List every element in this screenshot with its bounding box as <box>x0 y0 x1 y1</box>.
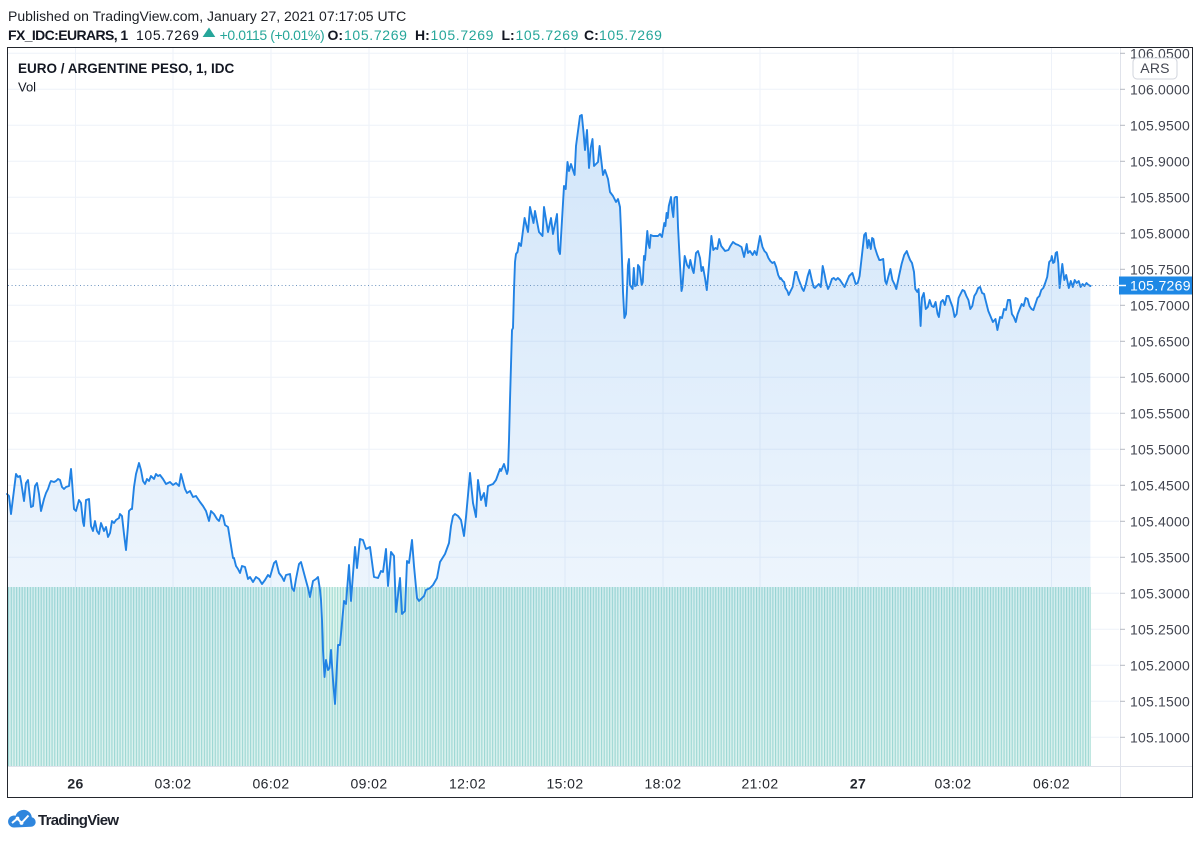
svg-text:105.4500: 105.4500 <box>1130 477 1190 493</box>
svg-text:C:: C: <box>584 27 599 43</box>
svg-text:105.9500: 105.9500 <box>1130 117 1190 133</box>
svg-text:105.7000: 105.7000 <box>1130 297 1190 313</box>
svg-text:105.7269: 105.7269 <box>599 27 663 43</box>
svg-text:03:02: 03:02 <box>934 776 971 792</box>
svg-text:+0.0115 (+0.01%): +0.0115 (+0.01%) <box>220 27 325 43</box>
svg-text:106.0000: 106.0000 <box>1130 81 1190 97</box>
svg-text:Published on TradingView.com,: Published on TradingView.com, January 27… <box>8 8 406 24</box>
svg-text:09:02: 09:02 <box>350 776 387 792</box>
svg-text:105.3500: 105.3500 <box>1130 549 1190 565</box>
svg-text:106.0500: 106.0500 <box>1130 45 1190 61</box>
svg-text:105.7269: 105.7269 <box>136 27 200 43</box>
svg-text:105.7269: 105.7269 <box>431 27 495 43</box>
svg-text:12:02: 12:02 <box>449 776 486 792</box>
svg-text:06:02: 06:02 <box>252 776 289 792</box>
svg-text:105.7269: 105.7269 <box>516 27 580 43</box>
svg-text:105.9000: 105.9000 <box>1130 153 1190 169</box>
svg-text:105.8000: 105.8000 <box>1130 225 1190 241</box>
svg-text:18:02: 18:02 <box>644 776 681 792</box>
svg-text:H:: H: <box>415 27 430 43</box>
svg-text:21:02: 21:02 <box>741 776 778 792</box>
svg-text:105.5500: 105.5500 <box>1130 405 1190 421</box>
svg-text:EURO / ARGENTINE PESO, 1, IDC: EURO / ARGENTINE PESO, 1, IDC <box>18 61 235 76</box>
svg-text:03:02: 03:02 <box>154 776 191 792</box>
svg-text:06:02: 06:02 <box>1033 776 1070 792</box>
svg-text:105.7269: 105.7269 <box>344 27 408 43</box>
svg-text:27: 27 <box>850 776 866 792</box>
svg-text:15:02: 15:02 <box>546 776 583 792</box>
svg-text:O:: O: <box>328 27 344 43</box>
svg-text:105.2500: 105.2500 <box>1130 621 1190 637</box>
svg-text:105.2000: 105.2000 <box>1130 657 1190 673</box>
svg-text:105.7500: 105.7500 <box>1130 261 1190 277</box>
svg-text:105.7269: 105.7269 <box>1130 278 1191 294</box>
svg-text:105.4000: 105.4000 <box>1130 513 1190 529</box>
svg-text:ARS: ARS <box>1140 60 1169 76</box>
svg-text:105.8500: 105.8500 <box>1130 189 1190 205</box>
svg-text:L:: L: <box>502 27 515 43</box>
svg-text:105.1500: 105.1500 <box>1130 693 1190 709</box>
svg-text:105.1000: 105.1000 <box>1130 729 1190 745</box>
svg-text:105.6500: 105.6500 <box>1130 333 1190 349</box>
svg-text:TradingView: TradingView <box>38 812 119 829</box>
svg-text:FX_IDC:EURARS, 1: FX_IDC:EURARS, 1 <box>8 27 128 43</box>
svg-text:105.6000: 105.6000 <box>1130 369 1190 385</box>
svg-text:26: 26 <box>67 776 83 792</box>
svg-text:105.3000: 105.3000 <box>1130 585 1190 601</box>
svg-text:Vol: Vol <box>18 80 36 95</box>
svg-text:105.5000: 105.5000 <box>1130 441 1190 457</box>
